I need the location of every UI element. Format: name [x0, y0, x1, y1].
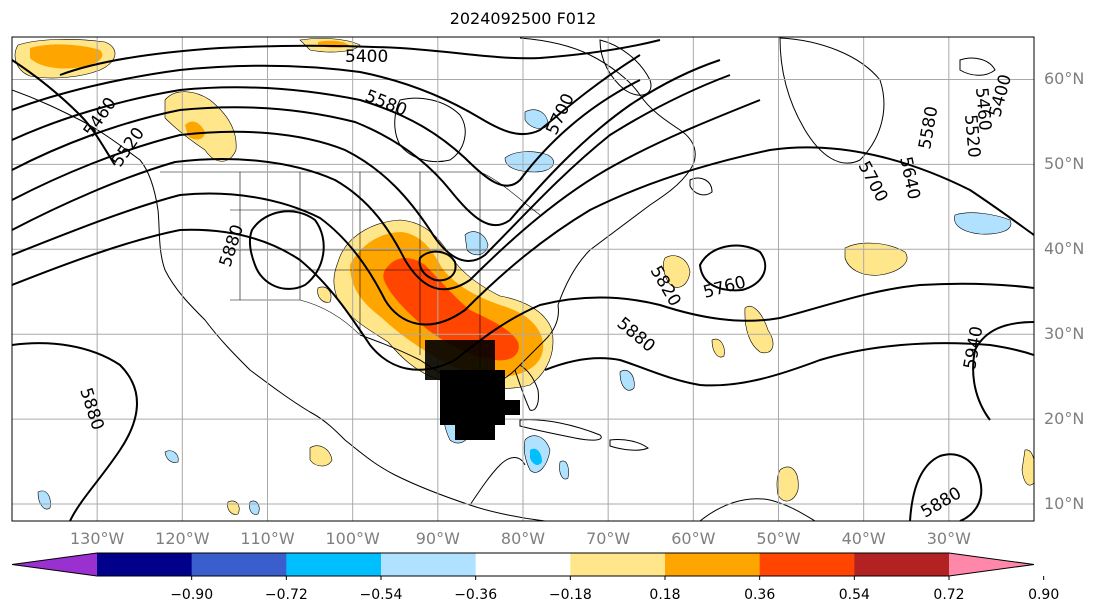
latitude-label: 40°N [1044, 239, 1085, 259]
longitude-label: 30°W [926, 529, 971, 548]
hudson-bay [394, 97, 466, 163]
longitude-label: 110°W [240, 529, 295, 548]
longitude-label: 50°W [756, 529, 801, 548]
shading-layer [14, 38, 1034, 515]
positive-anomaly-small-3 [317, 286, 332, 303]
contour-atlantic-closed [698, 244, 767, 292]
positive-anomaly-atlantic-3 [744, 306, 774, 354]
longitude-label: 40°W [841, 529, 886, 548]
graticule [12, 37, 1034, 521]
positive-anomaly-pacific [309, 445, 333, 467]
us-mexico-border [230, 299, 361, 336]
negative-anomaly-quebec [504, 151, 554, 173]
negative-anomaly-cuba [619, 369, 635, 391]
negative-anomaly-atlantic [954, 212, 1012, 235]
longitude-label: 130°W [69, 529, 125, 548]
colorbar-tick-label: −0.90 [170, 587, 214, 603]
longitude-label: 80°W [500, 529, 546, 548]
contour-nw-arc [12, 59, 116, 166]
contour-label: 5520 [960, 114, 984, 159]
hispaniola [609, 439, 649, 451]
positive-anomaly-atlantic-4 [776, 466, 799, 502]
positive-anomaly-mid-atlantic [844, 242, 908, 276]
contour-low-closed [418, 250, 457, 282]
longitude-label: 100°W [325, 529, 380, 548]
colorbar-tick-label: 0.72 [933, 587, 965, 603]
positive-anomaly-atlantic-5 [1021, 449, 1034, 486]
map-frame [11, 36, 1035, 522]
contour-5760 [12, 146, 1034, 326]
positive-anomaly-small-1 [711, 338, 725, 358]
latitude-label: 60°N [1044, 69, 1085, 89]
contour-5520-west [12, 79, 641, 187]
cuba [519, 419, 602, 441]
contour-5400-west [59, 39, 661, 76]
colorbar-tick-label: 0.90 [1028, 587, 1060, 603]
positive-anomaly-red-core [383, 258, 519, 361]
height-contours [12, 39, 1034, 521]
latitude-label: 10°N [1044, 494, 1085, 514]
contour-5880-east [544, 342, 1034, 387]
negative-anomaly-labrador [524, 109, 549, 129]
contour-high-closed [248, 210, 325, 290]
negative-anomaly-cuba-2 [559, 460, 569, 480]
contour-5580-west [12, 59, 721, 227]
iceland [959, 57, 996, 76]
central-america [469, 457, 526, 506]
contour-label: 5460 [971, 87, 995, 132]
contour-5820 [12, 228, 1034, 371]
positive-anomaly-canada-core [185, 121, 205, 140]
contour-5460-west [12, 54, 641, 135]
colorbar-tick-label: −0.36 [454, 587, 498, 603]
longitude-label: 120°W [155, 529, 210, 548]
colorbar-tick-label: −0.54 [359, 587, 403, 603]
colorbar-tick-label: 0.54 [838, 587, 870, 603]
colorbar-tick-label: 0.36 [744, 587, 776, 603]
greenland [779, 37, 885, 164]
contour-5700-west [12, 99, 761, 291]
contour-5880-southeast [909, 453, 983, 521]
contour-5640-west [12, 74, 731, 262]
contour-5940 [972, 321, 1034, 421]
positive-anomaly-atlantic-2 [663, 255, 691, 288]
map-title: 2024092500 F012 [449, 9, 597, 28]
positive-anomaly-alaska-core [30, 44, 103, 69]
negative-anomaly-pacific-2 [164, 450, 179, 463]
north-america-east-coast [519, 37, 696, 306]
stipple-marks [425, 340, 520, 440]
latitude-label: 50°N [1044, 154, 1085, 174]
longitude-label: 70°W [586, 529, 631, 548]
south-america [699, 498, 816, 521]
contour-5880-south [12, 342, 138, 521]
latitude-label: 30°N [1044, 324, 1085, 344]
colorbar-tick-label: 0.18 [649, 587, 681, 603]
colorbar-tick-label: −0.72 [264, 587, 308, 603]
negative-anomaly-caribbean-core [530, 448, 542, 465]
north-america-west-coast [12, 89, 546, 521]
latitude-label: 20°N [1044, 409, 1085, 429]
longitude-label: 90°W [415, 529, 460, 548]
contour-label: 5400 [345, 47, 388, 67]
colorbar-tick-label: −0.18 [548, 587, 592, 603]
longitude-label: 60°W [671, 529, 716, 548]
